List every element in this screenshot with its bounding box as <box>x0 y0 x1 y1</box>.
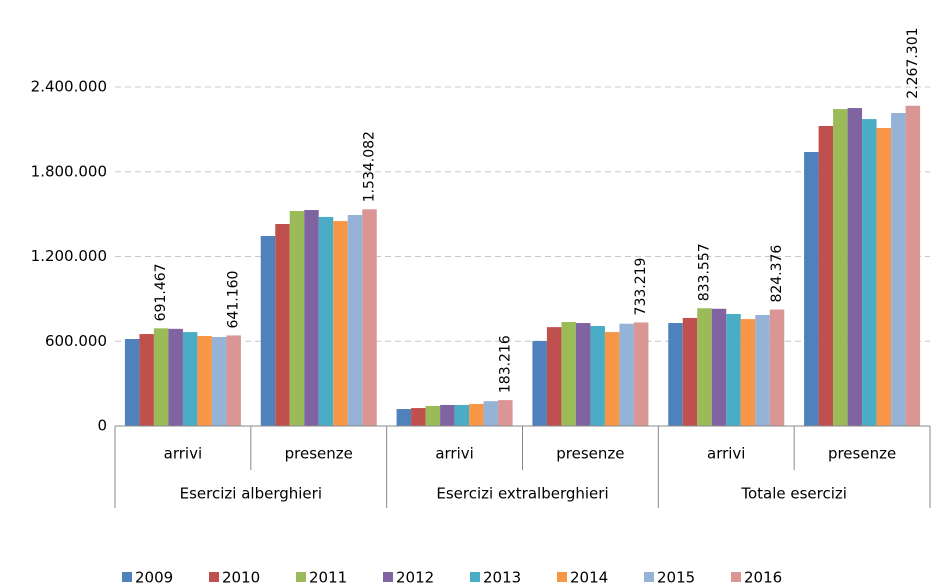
legend-label: 2016 <box>744 569 782 587</box>
bar <box>862 119 877 426</box>
legend-label: 2011 <box>309 569 347 587</box>
x-tick-label: arrivi <box>435 445 473 463</box>
bar <box>347 214 363 426</box>
bar <box>711 308 727 426</box>
bar <box>633 322 649 426</box>
bar <box>561 322 576 426</box>
x-tick-label: presenze <box>285 445 353 463</box>
legend-swatch <box>470 572 480 582</box>
value-label: 824.376 <box>769 245 785 303</box>
bar <box>318 216 334 426</box>
y-tick-label: 1.200.000 <box>31 247 107 265</box>
legend-label: 2015 <box>657 569 695 587</box>
bar <box>682 317 698 426</box>
value-label: 733.219 <box>633 258 649 316</box>
y-tick-label: 1.800.000 <box>31 162 107 180</box>
bar <box>726 313 741 426</box>
group-label: Esercizi extralberghieri <box>436 485 608 503</box>
bar <box>619 323 634 426</box>
legend-swatch <box>122 572 132 582</box>
group-label: Totale esercizi <box>740 485 847 503</box>
x-tick-label: presenze <box>828 445 896 463</box>
bar <box>668 323 683 426</box>
bar <box>818 125 834 427</box>
legend-label: 2010 <box>222 569 260 587</box>
bar <box>769 309 785 426</box>
y-tick-label: 2.400.000 <box>31 78 107 96</box>
bar <box>260 236 276 426</box>
bar <box>304 210 319 426</box>
legend-swatch <box>296 572 306 582</box>
value-label: 833.557 <box>697 243 713 301</box>
bar <box>498 400 513 426</box>
bar <box>697 308 712 426</box>
bar <box>275 224 290 426</box>
bar <box>590 325 605 426</box>
legend-swatch <box>383 572 393 582</box>
bar <box>532 340 547 426</box>
bar <box>124 338 140 426</box>
bar <box>182 332 198 426</box>
y-tick-label: 600.000 <box>45 332 107 350</box>
bar <box>153 328 169 426</box>
bar <box>847 108 863 426</box>
bar <box>454 404 470 426</box>
bar <box>211 337 227 426</box>
bar <box>833 109 848 426</box>
bar <box>891 112 906 427</box>
x-tick-label: presenze <box>556 445 624 463</box>
bar <box>755 314 770 426</box>
legend-label: 2014 <box>570 569 608 587</box>
legend-swatch <box>731 572 741 582</box>
bar <box>804 151 819 426</box>
value-label: 691.467 <box>153 263 169 321</box>
legend-swatch <box>209 572 219 582</box>
bar <box>396 409 412 426</box>
bar <box>740 319 756 426</box>
bar <box>333 221 348 426</box>
legend-label: 2009 <box>135 569 173 587</box>
bar <box>197 336 212 426</box>
bar <box>226 335 241 426</box>
value-label: 2.267.301 <box>905 27 921 98</box>
bar <box>575 323 591 426</box>
bar <box>440 404 455 426</box>
value-label: 641.160 <box>226 271 242 329</box>
bar <box>289 211 305 426</box>
value-label: 183.216 <box>497 335 513 393</box>
bar <box>483 401 499 426</box>
legend-label: 2013 <box>483 569 521 587</box>
bar <box>905 105 921 426</box>
group-label: Esercizi alberghieri <box>180 485 322 503</box>
legend-swatch <box>557 572 567 582</box>
bar <box>362 209 377 426</box>
bar <box>876 127 892 427</box>
y-tick-label: 0 <box>97 417 107 435</box>
bar <box>168 328 183 426</box>
bar <box>546 327 562 426</box>
x-tick-label: arrivi <box>164 445 202 463</box>
x-tick-label: arrivi <box>707 445 745 463</box>
legend-swatch <box>644 572 654 582</box>
legend-label: 2012 <box>396 569 434 587</box>
bar <box>425 405 441 426</box>
bar <box>469 403 484 426</box>
bar <box>139 334 154 426</box>
value-label: 1.534.082 <box>362 131 378 202</box>
bar <box>411 408 426 426</box>
bar <box>604 332 620 426</box>
